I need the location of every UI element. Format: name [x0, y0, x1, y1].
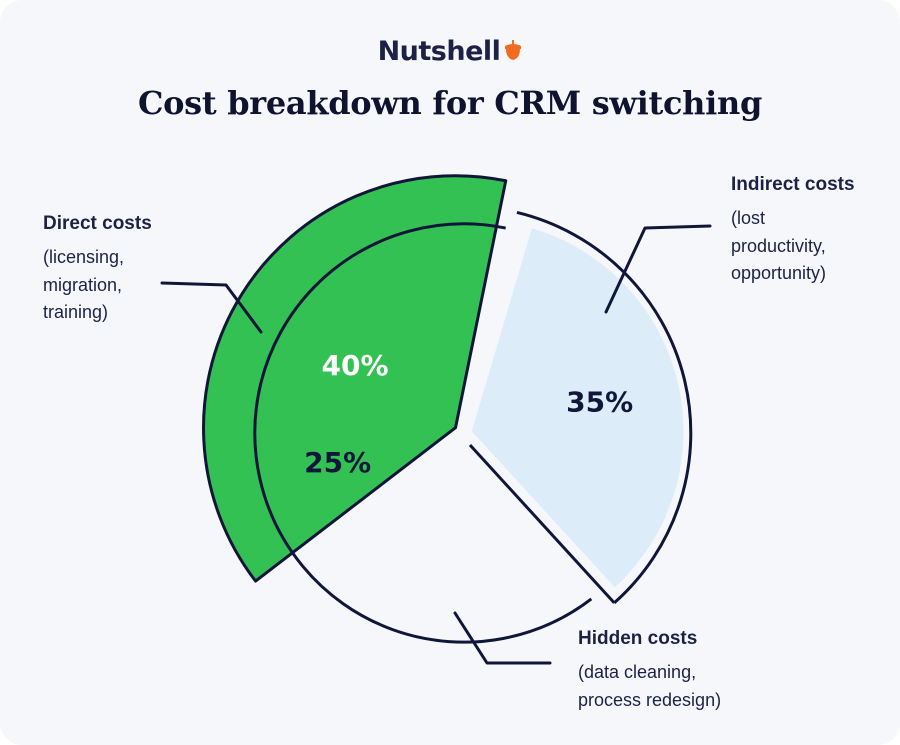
legend-indirect-line: opportunity): [731, 263, 827, 283]
legend-indirect-line: (lost: [731, 208, 766, 228]
legend-hidden-desc: (data cleaning, process redesign): [578, 659, 798, 714]
legend-direct: Direct costs (licensing, migration, trai…: [43, 212, 243, 327]
pie-label-indirect-costs: 35%: [566, 386, 633, 419]
pie-slice-direct-costs: [202, 174, 508, 583]
legend-direct-line: migration,: [43, 274, 123, 295]
pie-label-hidden-costs: 25%: [304, 446, 371, 479]
chart-title: Cost breakdown for CRM switching: [137, 84, 763, 122]
legend-hidden-line: process redesign): [578, 689, 722, 710]
legend-hidden-line: (data cleaning,: [578, 662, 697, 682]
legend-hidden: Hidden costs (data cleaning, process red…: [578, 627, 798, 714]
pie-slice-hidden-costs: [253, 222, 593, 644]
leader-direct: [160, 281, 263, 334]
pie-slice-edge-indirect: [468, 443, 616, 604]
legend-direct-desc: (licensing, migration, training): [43, 244, 243, 327]
legend-indirect-line: productivity,: [731, 235, 826, 256]
pie-slice-indirect-costs: [471, 228, 684, 588]
legend-indirect: Indirect costs (lost productivity, oppor…: [731, 173, 891, 288]
pie-label-direct-costs: 40%: [322, 349, 389, 382]
legend-indirect-title: Indirect costs: [731, 174, 855, 195]
brand-name: Nutshell: [377, 36, 501, 67]
legend-direct-line: (licensing,: [43, 247, 125, 267]
legend-indirect-desc: (lost productivity, opportunity): [731, 205, 891, 288]
pie-slice-outline-indirect: [516, 211, 693, 604]
leader-indirect: [604, 224, 712, 314]
legend-direct-title: Direct costs: [43, 213, 152, 234]
legend-direct-line: training): [43, 302, 109, 322]
legend-hidden-title: Hidden costs: [578, 628, 698, 649]
acorn-icon: [504, 37, 522, 68]
brand-logo: Nutshell: [0, 36, 900, 68]
leader-hidden: [453, 611, 552, 665]
